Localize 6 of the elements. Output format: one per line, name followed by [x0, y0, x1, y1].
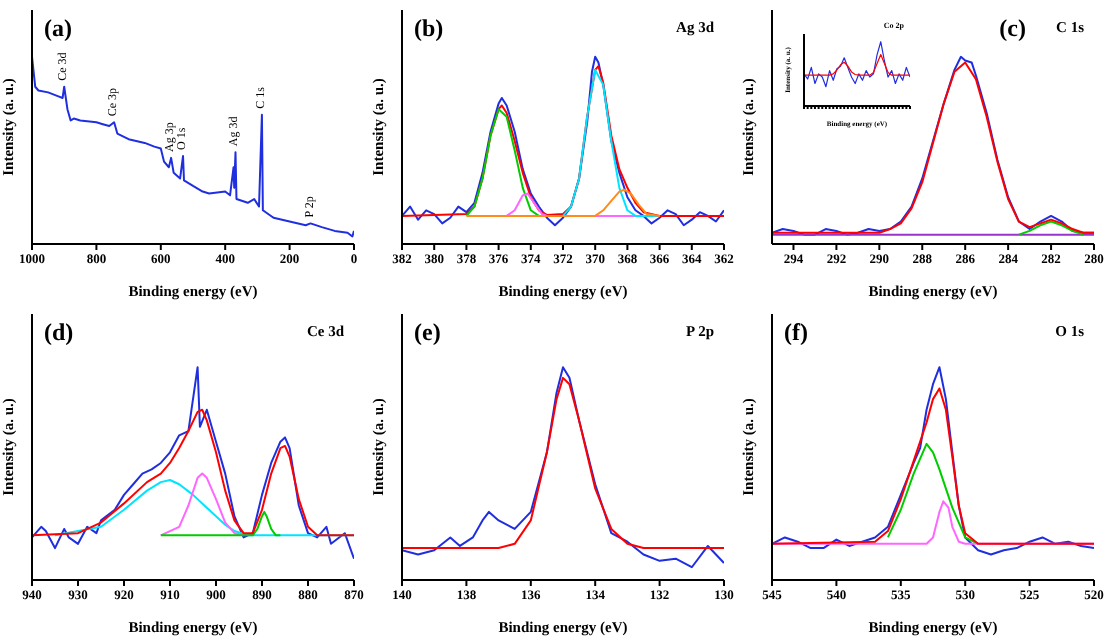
chart-title: (c) [999, 14, 1026, 42]
chart-title: (a) [44, 14, 72, 42]
chart-title: (f) [784, 318, 808, 346]
chart-title: (d) [44, 318, 74, 346]
chart-title: (b) [414, 14, 444, 42]
chart-title: (e) [414, 318, 441, 346]
